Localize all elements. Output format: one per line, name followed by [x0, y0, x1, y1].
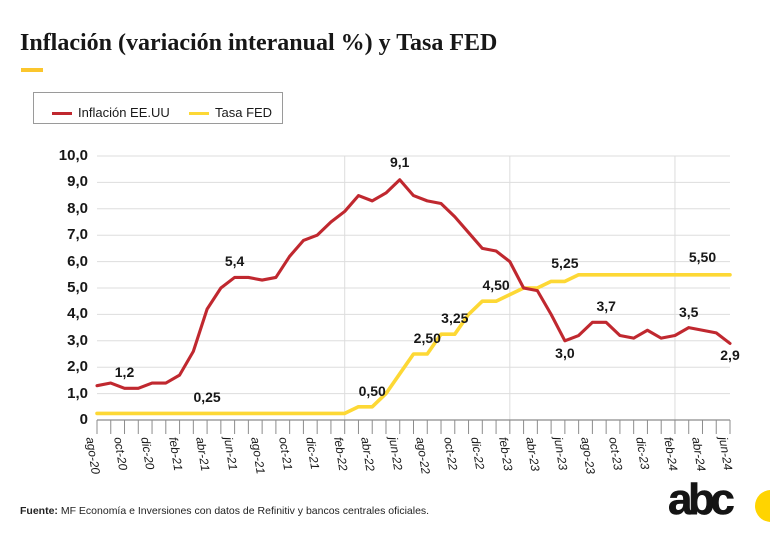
svg-text:abc: abc [668, 475, 734, 524]
